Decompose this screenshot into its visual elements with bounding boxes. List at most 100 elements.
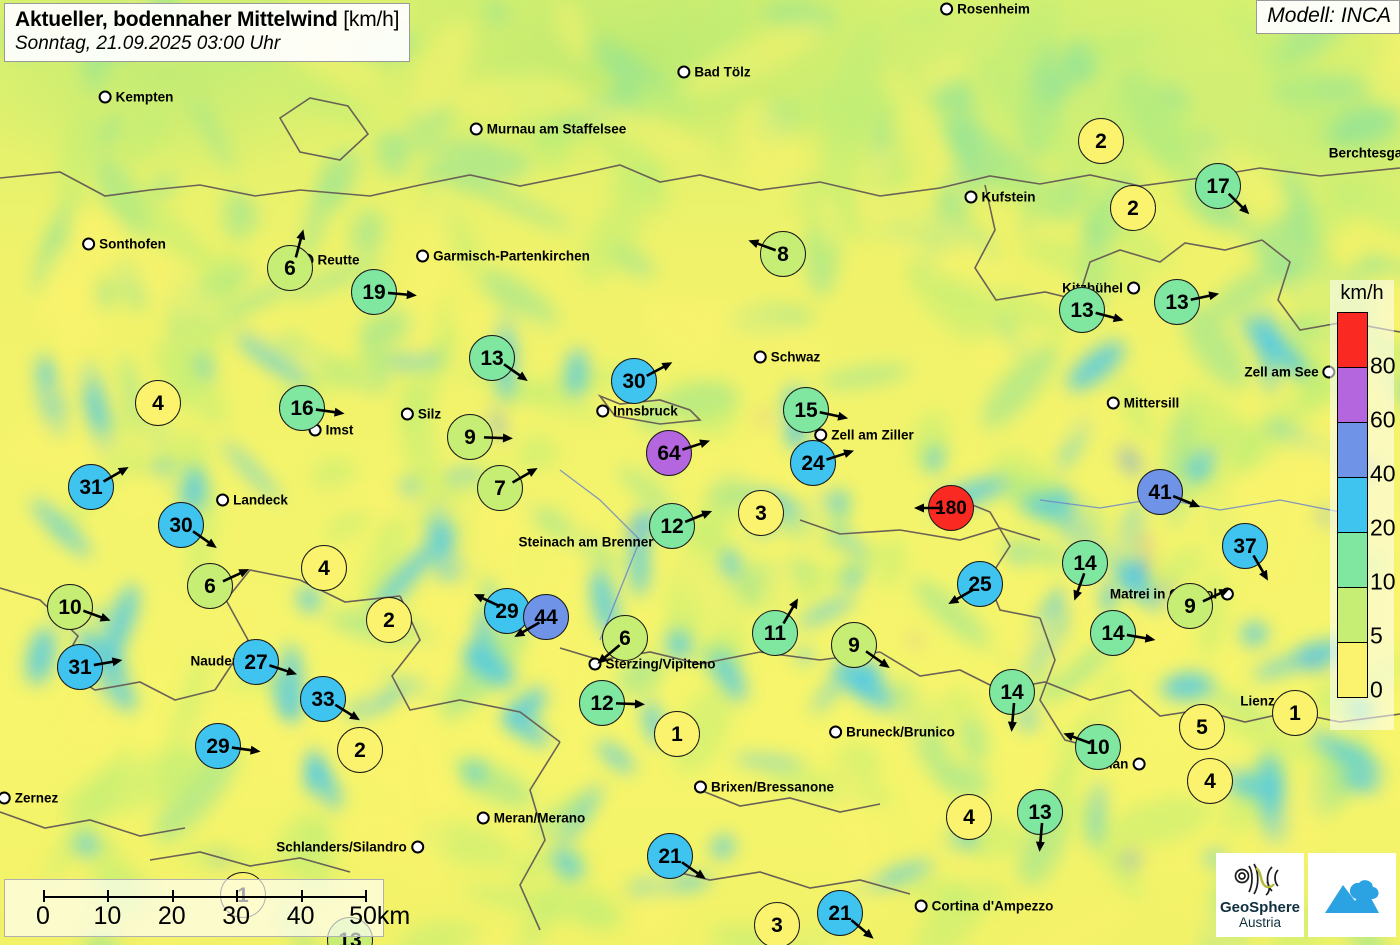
wind-station-marker[interactable]: 4 <box>946 794 992 840</box>
city-dot-icon <box>693 780 707 794</box>
wind-station-marker[interactable]: 10 <box>47 584 111 630</box>
wind-station-marker[interactable]: 6 <box>597 615 648 664</box>
wind-station-marker[interactable]: 1 <box>1272 690 1318 736</box>
wind-speed-value: 31 <box>57 644 103 690</box>
wind-station-marker[interactable]: 2 <box>1078 118 1124 164</box>
wind-station-marker[interactable]: 3 <box>754 902 800 945</box>
wind-direction-arrow-icon <box>944 576 989 610</box>
wind-station-marker[interactable]: 5 <box>1179 704 1225 750</box>
wind-speed-value: 9 <box>447 414 493 460</box>
scale-label: 0 <box>36 902 50 930</box>
wind-station-marker[interactable]: 11 <box>752 598 798 656</box>
wind-station-marker[interactable]: 17 <box>1195 163 1250 215</box>
wind-station-marker[interactable]: 13 <box>469 335 528 381</box>
wind-station-marker[interactable]: 4 <box>301 545 347 591</box>
wind-direction-arrow-icon <box>592 631 635 670</box>
wind-station-marker[interactable]: 6 <box>267 229 313 291</box>
wind-station-marker[interactable]: 12 <box>649 503 713 549</box>
wind-station-marker[interactable]: 2 <box>337 727 383 773</box>
wind-direction-arrow-icon <box>1187 582 1233 613</box>
city-label: Reutte <box>317 252 360 268</box>
page-title: Aktueller, bodennaher Mittelwind [km/h] <box>15 8 399 32</box>
wind-station-marker[interactable]: 4 <box>135 380 181 426</box>
wind-station-marker[interactable]: 14 <box>1062 540 1108 601</box>
city-label: Zell am Ziller <box>831 427 914 443</box>
wind-speed-value: 31 <box>68 464 114 510</box>
wind-speed-value: 14 <box>1090 610 1136 656</box>
wind-station-marker[interactable]: 12 <box>579 680 645 726</box>
wind-speed-value: 64 <box>646 430 692 476</box>
wind-station-marker[interactable]: 9 <box>1167 583 1230 629</box>
wind-direction-arrow-icon <box>811 444 857 471</box>
wind-station-marker[interactable]: 2 <box>366 597 412 643</box>
wind-station-marker[interactable]: 64 <box>646 430 711 476</box>
wind-station-marker[interactable]: 8 <box>748 231 806 277</box>
wind-station-marker[interactable]: 14 <box>989 669 1035 732</box>
geosphere-sub: Austria <box>1238 915 1282 931</box>
wind-station-marker[interactable]: 10 <box>1063 724 1121 770</box>
wind-speed-value: 44 <box>523 594 569 640</box>
wind-station-marker[interactable]: 25 <box>948 561 1003 607</box>
wind-speed-value: 30 <box>158 502 204 548</box>
legend-tick: 20 <box>1370 514 1396 541</box>
wind-station-marker[interactable]: 13 <box>1017 789 1063 852</box>
wind-station-marker[interactable]: 7 <box>477 465 538 511</box>
wind-speed-value: 9 <box>1167 583 1213 629</box>
geosphere-mark-icon <box>1234 863 1279 896</box>
city-marker: Mittersill <box>1106 396 1179 411</box>
wind-station-marker[interactable]: 33 <box>300 676 360 722</box>
city-marker: Sterzing/Vipiteno <box>588 657 716 672</box>
color-legend: km/h 80 60 40 20 10 5 0 <box>1330 280 1396 730</box>
wind-station-marker[interactable]: 29 <box>195 723 261 769</box>
wind-station-marker[interactable]: 2 <box>1110 185 1156 231</box>
legend-band <box>1338 643 1367 697</box>
scale-tick <box>365 890 367 902</box>
wind-station-marker[interactable]: 31 <box>57 644 123 690</box>
wind-station-marker[interactable]: 19 <box>351 269 417 315</box>
wind-direction-arrow-icon <box>254 654 300 681</box>
wind-direction-arrow-icon <box>1176 287 1222 310</box>
wind-station-marker[interactable]: 1 <box>654 711 700 757</box>
wind-station-marker[interactable]: 14 <box>1090 610 1156 656</box>
wind-station-marker[interactable]: 41 <box>1137 469 1201 515</box>
city-marker: Brixen/Bressanone <box>693 780 834 795</box>
wind-station-marker[interactable]: 44 <box>514 594 569 640</box>
wind-station-marker[interactable]: 9 <box>831 622 890 668</box>
wind-station-marker[interactable]: 21 <box>647 833 706 879</box>
wind-speed-value: 1 <box>1272 690 1318 736</box>
wind-station-marker[interactable]: 37 <box>1222 523 1268 581</box>
city-dot-icon <box>0 791 11 805</box>
wind-station-marker[interactable]: 27 <box>233 639 298 685</box>
wind-station-marker[interactable]: 21 <box>817 890 874 939</box>
city-marker: Steinach am Brenner <box>518 535 653 550</box>
wind-station-marker[interactable]: 9 <box>447 414 513 460</box>
scale-tick <box>43 890 45 902</box>
wind-station-marker[interactable]: 31 <box>68 464 129 510</box>
city-marker: Schwaz <box>753 350 820 365</box>
city-marker: Zernez <box>0 791 58 806</box>
city-dot-icon <box>216 493 230 507</box>
wind-station-marker[interactable]: 15 <box>783 387 849 433</box>
city-marker: Rosenheim <box>940 2 1030 17</box>
wind-station-marker[interactable]: 30 <box>158 502 217 548</box>
wind-station-marker[interactable]: 6 <box>187 563 250 609</box>
wind-station-marker[interactable]: 24 <box>790 440 855 486</box>
wind-station-marker[interactable]: 180 <box>914 485 974 531</box>
wind-station-marker[interactable]: 3 <box>738 490 784 536</box>
city-label: Lienz <box>1240 693 1275 709</box>
wind-direction-arrow-icon <box>745 233 791 261</box>
wind-station-marker[interactable]: 13 <box>1154 279 1220 325</box>
wind-station-marker[interactable]: 13 <box>1059 287 1124 333</box>
wind-direction-arrow-icon <box>1112 626 1158 647</box>
wind-station-marker[interactable]: 30 <box>611 358 673 404</box>
wind-direction-arrow-icon <box>1080 302 1126 327</box>
city-marker: Schlanders/Silandro <box>276 840 424 855</box>
wind-direction-arrow-icon <box>68 599 114 627</box>
city-marker: Berchtesgaden <box>1329 146 1400 161</box>
wind-direction-arrow-icon <box>631 356 676 389</box>
wind-station-marker[interactable]: 4 <box>1187 758 1233 804</box>
scale-label: 20 <box>157 902 186 930</box>
wind-speed-value: 13 <box>469 335 515 381</box>
wind-station-marker[interactable]: 16 <box>279 385 345 431</box>
